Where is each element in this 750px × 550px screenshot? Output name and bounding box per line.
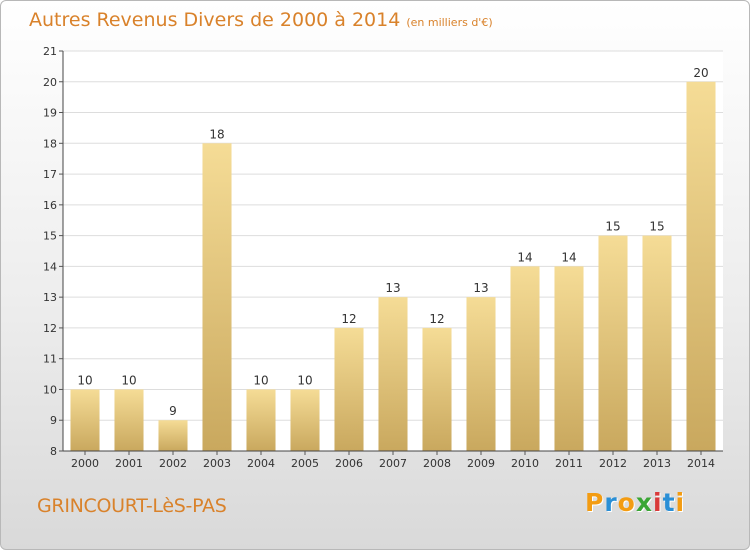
x-tick-label-2011: 2011 (555, 457, 583, 470)
y-tick-label: 17 (43, 168, 57, 181)
x-tick-label-2005: 2005 (291, 457, 319, 470)
logo-letter: i (675, 488, 686, 517)
x-tick-label-2013: 2013 (643, 457, 671, 470)
proxiti-logo: Proxiti (585, 488, 685, 517)
data-label-2002: 9 (169, 404, 177, 418)
bar-2005 (290, 389, 320, 451)
y-tick-label: 20 (43, 76, 57, 89)
data-label-2010: 14 (517, 250, 532, 264)
data-label-2006: 12 (341, 312, 356, 326)
y-tick-label: 11 (43, 353, 57, 366)
x-tick-label-2010: 2010 (511, 457, 539, 470)
chart-subtitle: (en milliers d'€) (406, 16, 493, 29)
logo-letter: r (604, 488, 618, 517)
data-label-2007: 13 (385, 281, 400, 295)
bar-2007 (378, 297, 408, 451)
data-label-2008: 12 (429, 312, 444, 326)
logo-letter: o (617, 488, 636, 517)
data-label-2012: 15 (605, 220, 620, 234)
y-tick-label: 21 (43, 45, 57, 58)
y-tick-label: 14 (43, 260, 57, 273)
y-tick-label: 19 (43, 107, 57, 120)
bar-2012 (598, 235, 628, 451)
chart-title: Autres Revenus Divers de 2000 à 2014 (en … (29, 9, 493, 31)
logo-letter: P (585, 488, 605, 517)
y-tick-label: 10 (43, 383, 57, 396)
y-tick-label: 12 (43, 322, 57, 335)
x-tick-label-2000: 2000 (71, 457, 99, 470)
bar-2010 (510, 266, 540, 451)
logo-letter: i (653, 488, 663, 517)
data-label-2011: 14 (561, 250, 576, 264)
x-tick-label-2003: 2003 (203, 457, 231, 470)
y-axis-ticks: 8 9 10 11 12 13 14 15 16 17 18 19 20 21 (43, 45, 63, 458)
x-tick-label-2004: 2004 (247, 457, 275, 470)
y-tick-label: 16 (43, 199, 57, 212)
bar-2008 (422, 327, 452, 451)
x-tick-label-2014: 2014 (687, 457, 715, 470)
data-label-2004: 10 (253, 373, 268, 387)
data-label-2000: 10 (77, 373, 92, 387)
x-tick-label-2008: 2008 (423, 457, 451, 470)
x-tick-label-2002: 2002 (159, 457, 187, 470)
data-label-2003: 18 (209, 127, 224, 141)
bar-2014 (686, 81, 716, 452)
bars (70, 81, 716, 452)
bar-2001 (114, 389, 144, 451)
y-tick-label: 8 (50, 445, 57, 458)
x-axis-ticks: 2000 2001 2002 2003 2004 2005 2006 2007 2008 2009… (71, 451, 715, 470)
x-tick-label-2012: 2012 (599, 457, 627, 470)
bar-2004 (246, 389, 276, 451)
x-tick-label-2006: 2006 (335, 457, 363, 470)
data-labels: 10 10 9 18 10 10 12 13 12 13 14 14 15 15 20 (77, 66, 708, 418)
y-tick-label: 15 (43, 230, 57, 243)
bar-2013 (642, 235, 672, 451)
bar-2003 (202, 143, 232, 452)
x-tick-label-2001: 2001 (115, 457, 143, 470)
y-tick-label: 18 (43, 137, 57, 150)
y-tick-label: 9 (50, 414, 57, 427)
data-label-2005: 10 (297, 373, 312, 387)
logo-letter: x (635, 488, 653, 517)
place-name: GRINCOURT-LèS-PAS (37, 495, 227, 517)
bar-2000 (70, 389, 100, 451)
bar-2009 (466, 297, 496, 451)
data-label-2013: 15 (649, 220, 664, 234)
logo-letter: t (662, 488, 676, 517)
bar-2006 (334, 327, 364, 451)
x-tick-label-2009: 2009 (467, 457, 495, 470)
y-tick-label: 13 (43, 291, 57, 304)
x-tick-label-2007: 2007 (379, 457, 407, 470)
bar-2011 (554, 266, 584, 451)
data-label-2001: 10 (121, 373, 136, 387)
data-label-2014: 20 (693, 66, 708, 80)
data-label-2009: 13 (473, 281, 488, 295)
bar-2002 (158, 420, 188, 451)
chart-title-text: Autres Revenus Divers de 2000 à 2014 (29, 9, 401, 31)
